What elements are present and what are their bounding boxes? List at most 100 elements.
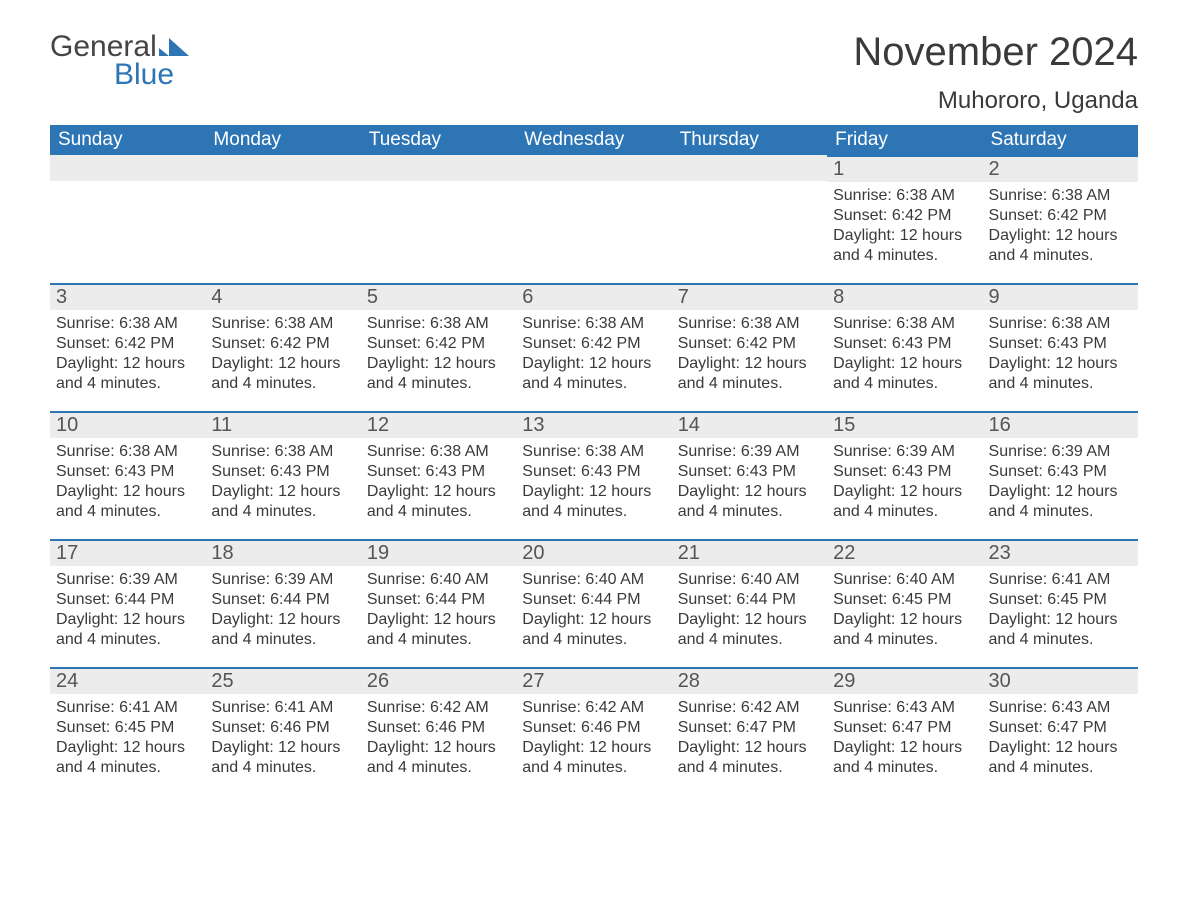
- daylight-text: Daylight: 12 hours and 4 minutes.: [367, 610, 510, 650]
- sunset-text: Sunset: 6:44 PM: [211, 590, 354, 610]
- daylight-text: Daylight: 12 hours and 4 minutes.: [56, 610, 199, 650]
- calendar-cell: [205, 155, 360, 283]
- day-body: Sunrise: 6:39 AMSunset: 6:44 PMDaylight:…: [205, 566, 360, 654]
- calendar-cell: 26Sunrise: 6:42 AMSunset: 6:46 PMDayligh…: [361, 667, 516, 795]
- day-body: Sunrise: 6:38 AMSunset: 6:42 PMDaylight:…: [827, 182, 982, 270]
- day-number: 19: [361, 539, 516, 566]
- weekday-header: Tuesday: [361, 125, 516, 155]
- weekday-header-row: SundayMondayTuesdayWednesdayThursdayFrid…: [50, 125, 1138, 155]
- calendar-cell: 21Sunrise: 6:40 AMSunset: 6:44 PMDayligh…: [672, 539, 827, 667]
- day-number: 15: [827, 411, 982, 438]
- day-number: 2: [983, 155, 1138, 182]
- day-number: 14: [672, 411, 827, 438]
- sunset-text: Sunset: 6:43 PM: [678, 462, 821, 482]
- sunrise-text: Sunrise: 6:38 AM: [833, 186, 976, 206]
- daylight-text: Daylight: 12 hours and 4 minutes.: [367, 738, 510, 778]
- daylight-text: Daylight: 12 hours and 4 minutes.: [989, 354, 1132, 394]
- location-text: Muhororo, Uganda: [853, 87, 1138, 115]
- day-body: Sunrise: 6:40 AMSunset: 6:45 PMDaylight:…: [827, 566, 982, 654]
- day-body: Sunrise: 6:38 AMSunset: 6:43 PMDaylight:…: [205, 438, 360, 526]
- calendar-cell: 22Sunrise: 6:40 AMSunset: 6:45 PMDayligh…: [827, 539, 982, 667]
- day-body: Sunrise: 6:38 AMSunset: 6:42 PMDaylight:…: [983, 182, 1138, 270]
- daylight-text: Daylight: 12 hours and 4 minutes.: [367, 354, 510, 394]
- sunset-text: Sunset: 6:44 PM: [367, 590, 510, 610]
- calendar-cell: 2Sunrise: 6:38 AMSunset: 6:42 PMDaylight…: [983, 155, 1138, 283]
- daylight-text: Daylight: 12 hours and 4 minutes.: [211, 738, 354, 778]
- day-body: Sunrise: 6:38 AMSunset: 6:43 PMDaylight:…: [361, 438, 516, 526]
- calendar-cell: 14Sunrise: 6:39 AMSunset: 6:43 PMDayligh…: [672, 411, 827, 539]
- calendar-cell: 25Sunrise: 6:41 AMSunset: 6:46 PMDayligh…: [205, 667, 360, 795]
- sunset-text: Sunset: 6:42 PM: [833, 206, 976, 226]
- calendar-body: 1Sunrise: 6:38 AMSunset: 6:42 PMDaylight…: [50, 155, 1138, 795]
- day-number: 27: [516, 667, 671, 694]
- day-body: Sunrise: 6:38 AMSunset: 6:42 PMDaylight:…: [361, 310, 516, 398]
- sunrise-text: Sunrise: 6:41 AM: [56, 698, 199, 718]
- sunset-text: Sunset: 6:43 PM: [211, 462, 354, 482]
- sunset-text: Sunset: 6:43 PM: [833, 334, 976, 354]
- sunset-text: Sunset: 6:43 PM: [522, 462, 665, 482]
- day-number: 5: [361, 283, 516, 310]
- sunrise-text: Sunrise: 6:38 AM: [56, 314, 199, 334]
- daylight-text: Daylight: 12 hours and 4 minutes.: [211, 610, 354, 650]
- sunrise-text: Sunrise: 6:42 AM: [522, 698, 665, 718]
- sunrise-text: Sunrise: 6:40 AM: [522, 570, 665, 590]
- sunrise-text: Sunrise: 6:39 AM: [833, 442, 976, 462]
- calendar-row: 17Sunrise: 6:39 AMSunset: 6:44 PMDayligh…: [50, 539, 1138, 667]
- day-number: 4: [205, 283, 360, 310]
- calendar-cell: [672, 155, 827, 283]
- daynum-bar-blank: [361, 155, 516, 181]
- sunset-text: Sunset: 6:42 PM: [56, 334, 199, 354]
- sunset-text: Sunset: 6:42 PM: [367, 334, 510, 354]
- calendar-cell: 9Sunrise: 6:38 AMSunset: 6:43 PMDaylight…: [983, 283, 1138, 411]
- day-number: 13: [516, 411, 671, 438]
- calendar-cell: 28Sunrise: 6:42 AMSunset: 6:47 PMDayligh…: [672, 667, 827, 795]
- sunset-text: Sunset: 6:44 PM: [678, 590, 821, 610]
- calendar-cell: 13Sunrise: 6:38 AMSunset: 6:43 PMDayligh…: [516, 411, 671, 539]
- day-number: 17: [50, 539, 205, 566]
- daylight-text: Daylight: 12 hours and 4 minutes.: [989, 226, 1132, 266]
- logo: General Blue: [50, 30, 191, 92]
- day-number: 12: [361, 411, 516, 438]
- sunrise-text: Sunrise: 6:39 AM: [211, 570, 354, 590]
- sunset-text: Sunset: 6:44 PM: [56, 590, 199, 610]
- weekday-header: Monday: [205, 125, 360, 155]
- sunset-text: Sunset: 6:45 PM: [833, 590, 976, 610]
- daylight-text: Daylight: 12 hours and 4 minutes.: [678, 354, 821, 394]
- daylight-text: Daylight: 12 hours and 4 minutes.: [833, 482, 976, 522]
- sunrise-text: Sunrise: 6:40 AM: [678, 570, 821, 590]
- sunset-text: Sunset: 6:45 PM: [56, 718, 199, 738]
- daylight-text: Daylight: 12 hours and 4 minutes.: [522, 738, 665, 778]
- calendar-cell: 24Sunrise: 6:41 AMSunset: 6:45 PMDayligh…: [50, 667, 205, 795]
- daylight-text: Daylight: 12 hours and 4 minutes.: [56, 738, 199, 778]
- sunrise-text: Sunrise: 6:40 AM: [367, 570, 510, 590]
- weekday-header: Sunday: [50, 125, 205, 155]
- sunrise-text: Sunrise: 6:40 AM: [833, 570, 976, 590]
- calendar-row: 1Sunrise: 6:38 AMSunset: 6:42 PMDaylight…: [50, 155, 1138, 283]
- daylight-text: Daylight: 12 hours and 4 minutes.: [56, 482, 199, 522]
- day-body: Sunrise: 6:41 AMSunset: 6:45 PMDaylight:…: [983, 566, 1138, 654]
- day-number: 6: [516, 283, 671, 310]
- logo-text-blue: Blue: [114, 58, 174, 92]
- sunset-text: Sunset: 6:42 PM: [211, 334, 354, 354]
- sunrise-text: Sunrise: 6:39 AM: [678, 442, 821, 462]
- day-number: 3: [50, 283, 205, 310]
- calendar-cell: 29Sunrise: 6:43 AMSunset: 6:47 PMDayligh…: [827, 667, 982, 795]
- day-body: Sunrise: 6:40 AMSunset: 6:44 PMDaylight:…: [516, 566, 671, 654]
- sunrise-text: Sunrise: 6:42 AM: [678, 698, 821, 718]
- day-body: Sunrise: 6:42 AMSunset: 6:46 PMDaylight:…: [361, 694, 516, 782]
- day-number: 16: [983, 411, 1138, 438]
- sunrise-text: Sunrise: 6:38 AM: [989, 186, 1132, 206]
- daylight-text: Daylight: 12 hours and 4 minutes.: [522, 354, 665, 394]
- day-body: Sunrise: 6:38 AMSunset: 6:43 PMDaylight:…: [516, 438, 671, 526]
- daylight-text: Daylight: 12 hours and 4 minutes.: [833, 354, 976, 394]
- page-title: November 2024: [853, 30, 1138, 75]
- daylight-text: Daylight: 12 hours and 4 minutes.: [833, 610, 976, 650]
- daylight-text: Daylight: 12 hours and 4 minutes.: [211, 482, 354, 522]
- day-number: 8: [827, 283, 982, 310]
- sunset-text: Sunset: 6:46 PM: [211, 718, 354, 738]
- daylight-text: Daylight: 12 hours and 4 minutes.: [678, 610, 821, 650]
- day-number: 26: [361, 667, 516, 694]
- calendar-cell: 15Sunrise: 6:39 AMSunset: 6:43 PMDayligh…: [827, 411, 982, 539]
- day-body: Sunrise: 6:38 AMSunset: 6:43 PMDaylight:…: [827, 310, 982, 398]
- day-number: 30: [983, 667, 1138, 694]
